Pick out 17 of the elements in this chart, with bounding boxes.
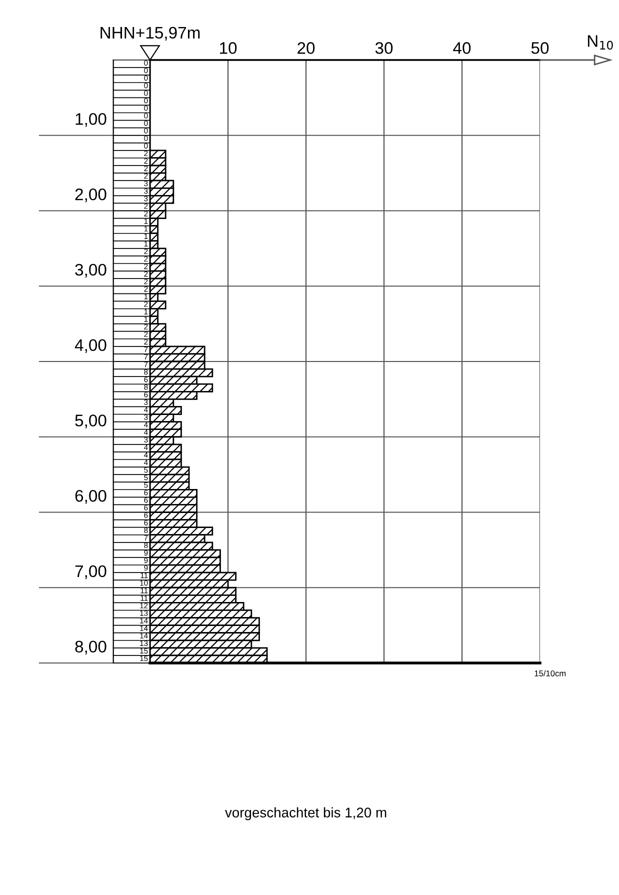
x-tick-label: 40 xyxy=(453,42,471,54)
x-axis-title: N$_{10}$ xyxy=(588,35,613,50)
x-tick-label: 20 xyxy=(298,42,315,54)
y-tick-label: 4,00 xyxy=(74,339,106,354)
text: vorgeschachtet bis 1,20 m xyxy=(224,807,386,820)
text: 15/10cm xyxy=(534,670,566,676)
x-tick-label: 50 xyxy=(531,42,549,54)
x-tick-label: 30 xyxy=(375,42,393,54)
y-tick-label: 8,00 xyxy=(75,640,106,655)
y-tick-label: 1,00 xyxy=(76,113,106,127)
x-tick-label: 10 xyxy=(220,42,237,54)
y-tick-label: 5,00 xyxy=(75,414,106,428)
chart-subtitle: NHN+15,97m xyxy=(100,26,200,41)
y-tick-label: 7,00 xyxy=(75,565,106,580)
y-tick-label: 2,00 xyxy=(75,188,106,202)
y-tick-label: 3,00 xyxy=(75,264,106,278)
y-tick-label: 6,00 xyxy=(75,490,106,504)
